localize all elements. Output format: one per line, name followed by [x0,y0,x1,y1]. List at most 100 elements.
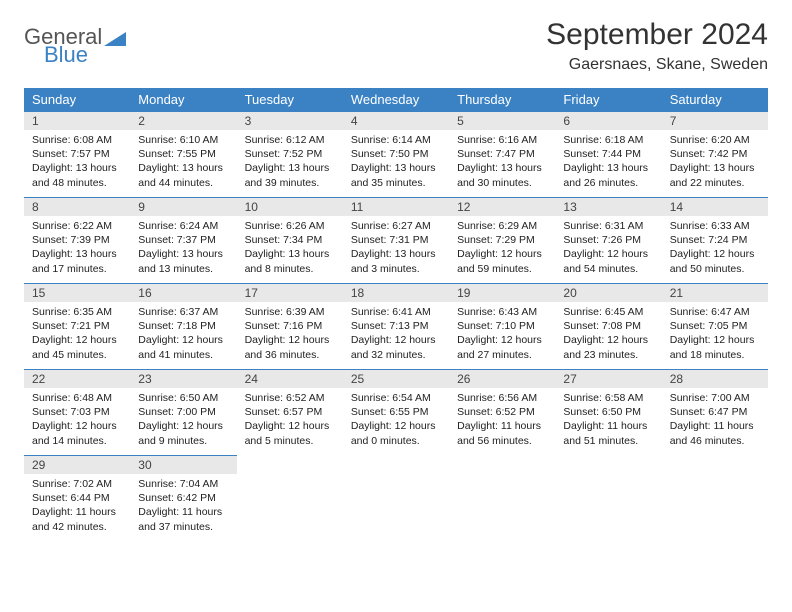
calendar-cell: 7Sunrise: 6:20 AMSunset: 7:42 PMDaylight… [662,111,768,197]
calendar-cell: 11Sunrise: 6:27 AMSunset: 7:31 PMDayligh… [343,197,449,283]
month-title: September 2024 [546,18,768,52]
sunset-line: Sunset: 6:47 PM [670,406,748,418]
day-content: Sunrise: 6:27 AMSunset: 7:31 PMDaylight:… [343,216,449,280]
day-number: 22 [24,369,130,388]
calendar-cell: 18Sunrise: 6:41 AMSunset: 7:13 PMDayligh… [343,283,449,369]
calendar-cell: 12Sunrise: 6:29 AMSunset: 7:29 PMDayligh… [449,197,555,283]
sunrise-line: Sunrise: 6:50 AM [138,392,218,404]
daylight-line: Daylight: 12 hours and 36 minutes. [245,334,330,360]
sunset-line: Sunset: 6:57 PM [245,406,323,418]
calendar-cell: 14Sunrise: 6:33 AMSunset: 7:24 PMDayligh… [662,197,768,283]
header-wednesday: Wednesday [343,88,449,111]
sunset-line: Sunset: 7:16 PM [245,320,323,332]
daylight-line: Daylight: 11 hours and 51 minutes. [563,420,647,446]
calendar-cell: 30Sunrise: 7:04 AMSunset: 6:42 PMDayligh… [130,455,236,541]
title-block: September 2024 Gaersnaes, Skane, Sweden [546,18,768,74]
sunrise-line: Sunrise: 6:48 AM [32,392,112,404]
sunset-line: Sunset: 6:50 PM [563,406,641,418]
calendar-cell: 9Sunrise: 6:24 AMSunset: 7:37 PMDaylight… [130,197,236,283]
day-content: Sunrise: 6:12 AMSunset: 7:52 PMDaylight:… [237,130,343,194]
day-number: 20 [555,283,661,302]
daylight-line: Daylight: 13 hours and 17 minutes. [32,248,117,274]
calendar-cell: 24Sunrise: 6:52 AMSunset: 6:57 PMDayligh… [237,369,343,455]
daylight-line: Daylight: 12 hours and 41 minutes. [138,334,223,360]
sunset-line: Sunset: 7:42 PM [670,148,748,160]
calendar-cell: 10Sunrise: 6:26 AMSunset: 7:34 PMDayligh… [237,197,343,283]
day-content: Sunrise: 6:54 AM Sunset: 6:55 PM Daylight:… [343,388,449,452]
header-saturday: Saturday [662,88,768,111]
daylight-line: Daylight: 11 hours and 42 minutes. [32,506,116,532]
daylight-line: Daylight: 12 hours and 9 minutes. [138,420,223,446]
day-content: Sunrise: 6:41 AMSunset: 7:13 PMDaylight:… [343,302,449,366]
day-number: 29 [24,455,130,474]
sunset-line: Sunset: 6:55 PM [351,406,429,418]
day-content: Sunrise: 6:43 AMSunset: 7:10 PMDaylight:… [449,302,555,366]
calendar-cell: 3Sunrise: 6:12 AMSunset: 7:52 PMDaylight… [237,111,343,197]
calendar-cell: 13 Sunrise: 6:31 AM Sunset: 7:26 PM Dayligh… [555,197,661,283]
daylight-line: Daylight: 13 hours and 22 minutes. [670,162,755,188]
day-content: Sunrise: 6:29 AMSunset: 7:29 PMDaylight:… [449,216,555,280]
calendar-cell: 26Sunrise: 6:56 AMSunset: 6:52 PMDayligh… [449,369,555,455]
daylight-line: Daylight: 13 hours and 30 minutes. [457,162,542,188]
sunrise-line: Sunrise: 6:18 AM [563,134,643,146]
day-number: 30 [130,455,236,474]
day-number: 19 [449,283,555,302]
day-content: Sunrise: 6:33 AMSunset: 7:24 PMDaylight:… [662,216,768,280]
header-monday: Monday [130,88,236,111]
day-number: 16 [130,283,236,302]
daylight-line: Daylight: 13 hours and 8 minutes. [245,248,330,274]
day-number: 14 [662,197,768,216]
daylight-line: Daylight: 13 hours and 35 minutes. [351,162,436,188]
daylight-line: Daylight: 13 hours and 39 minutes. [245,162,330,188]
sunset-line: Sunset: 7:26 PM [563,234,641,246]
day-number: 18 [343,283,449,302]
day-content: Sunrise: 6:08 AMSunset: 7:57 PMDaylight:… [24,130,130,194]
sunrise-line: Sunrise: 6:08 AM [32,134,112,146]
day-number: 17 [237,283,343,302]
day-number: 27 [555,369,661,388]
daylight-line: Daylight: 13 hours and 3 minutes. [351,248,436,274]
day-number: 1 [24,111,130,130]
day-number: 24 [237,369,343,388]
day-content: Sunrise: 6:14 AMSunset: 7:50 PMDaylight:… [343,130,449,194]
calendar-cell: 15Sunrise: 6:35 AMSunset: 7:21 PMDayligh… [24,283,130,369]
day-content: Sunrise: 6:18 AMSunset: 7:44 PMDaylight:… [555,130,661,194]
day-number: 23 [130,369,236,388]
daylight-line: Daylight: 12 hours and 59 minutes. [457,248,542,274]
calendar-cell: 27Sunrise: 6:58 AMSunset: 6:50 PMDayligh… [555,369,661,455]
sunrise-line: Sunrise: 6:20 AM [670,134,750,146]
sunrise-line: Sunrise: 6:35 AM [32,306,112,318]
sunrise-line: Sunrise: 6:54 AM [351,392,431,404]
day-content: Sunrise: 7:02 AMSunset: 6:44 PMDaylight:… [24,474,130,538]
sunset-line: Sunset: 6:42 PM [138,492,216,504]
sunrise-line: Sunrise: 6:45 AM [563,306,643,318]
day-content: Sunrise: 6:35 AMSunset: 7:21 PMDaylight:… [24,302,130,366]
sunset-line: Sunset: 7:34 PM [245,234,323,246]
sunrise-line: Sunrise: 6:33 AM [670,220,750,232]
calendar-cell: 16Sunrise: 6:37 AMSunset: 7:18 PMDayligh… [130,283,236,369]
daylight-line: Daylight: 12 hours and 14 minutes. [32,420,117,446]
daylight-line: Daylight: 12 hours and 32 minutes. [351,334,436,360]
sunrise-line: Sunrise: 6:41 AM [351,306,431,318]
daylight-line: Daylight: 13 hours and 44 minutes. [138,162,223,188]
day-number: 13 [555,197,661,216]
sunrise-line: Sunrise: 6:39 AM [245,306,325,318]
day-number: 8 [24,197,130,216]
sunrise-line: Sunrise: 6:10 AM [138,134,218,146]
sunset-line: Sunset: 7:08 PM [563,320,641,332]
sunrise-line: Sunrise: 6:12 AM [245,134,325,146]
calendar-cell: 17 Sunrise: 6:39 AM Sunset: 7:16 PM Dayligh… [237,283,343,369]
sunrise-line: Sunrise: 6:43 AM [457,306,537,318]
sunrise-line: Sunrise: 6:31 AM [563,220,643,232]
day-content: Sunrise: 6:16 AMSunset: 7:47 PMDaylight:… [449,130,555,194]
day-number: 5 [449,111,555,130]
calendar-cell: 23Sunrise: 6:50 AMSunset: 7:00 PMDayligh… [130,369,236,455]
sunrise-line: Sunrise: 6:22 AM [32,220,112,232]
daylight-line: Daylight: 12 hours and 54 minutes. [563,248,648,274]
sunset-line: Sunset: 7:55 PM [138,148,216,160]
day-content: Sunrise: 6:37 AMSunset: 7:18 PMDaylight:… [130,302,236,366]
daylight-line: Daylight: 12 hours and 23 minutes. [563,334,648,360]
header-sunday: Sunday [24,88,130,111]
daylight-line: Daylight: 12 hours and 0 minutes. [351,420,436,446]
sunset-line: Sunset: 7:05 PM [670,320,748,332]
